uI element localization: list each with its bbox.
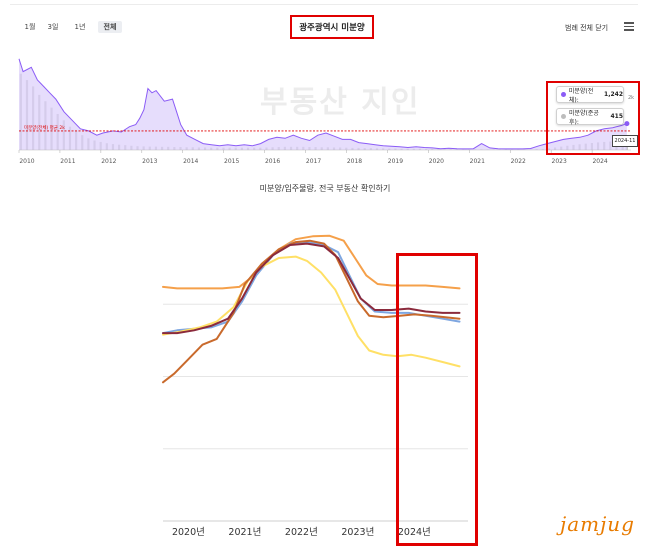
x-tick-label: 2018 <box>347 158 362 165</box>
reference-line-label: 미분양(전체) 평균 2k <box>24 124 65 131</box>
x-tick-label: 2021 <box>470 158 485 165</box>
x-tick-label: 2022년 <box>285 527 318 538</box>
x-tick-label: 2023 <box>552 158 567 165</box>
series-line <box>162 255 461 368</box>
tooltip-date: 2024-11 <box>612 135 638 147</box>
series-line <box>162 242 461 335</box>
total-dot-icon <box>561 92 566 97</box>
series-line <box>162 234 461 290</box>
x-tick-label: 2013 <box>142 158 157 165</box>
chart-title: 광주광역시 미분양 <box>290 15 374 39</box>
menu-icon[interactable] <box>624 22 634 31</box>
tooltip-total-value: 1,242 <box>604 91 623 98</box>
series-line <box>162 239 461 384</box>
current-point-marker <box>624 121 630 127</box>
x-tick-label: 2019 <box>388 158 403 165</box>
x-tick-label: 2023년 <box>341 527 374 538</box>
range-button[interactable]: 3일 <box>47 23 59 31</box>
x-tick-label: 2016 <box>265 158 280 165</box>
x-tick-label: 2012 <box>101 158 116 165</box>
x-tick-label: 2010 <box>19 158 34 165</box>
area-line <box>18 58 628 150</box>
x-tick-label: 2022 <box>511 158 526 165</box>
x-tick-label: 2011 <box>60 158 75 165</box>
watermark: 부동산 지인 <box>260 85 421 120</box>
tooltip-completed: 미분양(준공후): 415 <box>556 108 624 126</box>
x-tick-label: 2020년 <box>172 527 205 538</box>
x-tick-label: 2024 <box>592 158 607 165</box>
signature: jamjug <box>560 512 635 536</box>
range-button[interactable]: 전체 <box>98 21 122 33</box>
x-tick-label: 2024년 <box>398 527 431 538</box>
x-tick-label: 2014 <box>183 158 198 165</box>
x-tick-label: 2020 <box>429 158 444 165</box>
tooltip-highlight-box <box>546 81 640 155</box>
x-tick-label: 2015 <box>224 158 239 165</box>
close-legend-button[interactable]: 범례 전체 닫기 <box>565 24 609 32</box>
unsold-area-chart: 미분양(전체) 평균 2k 2010 2011 2012 2013 2014 2015 201… <box>18 58 631 165</box>
caption-link[interactable]: 미분양/입주물량, 전국 부동산 확인하기 <box>259 184 391 193</box>
series-line <box>162 241 461 335</box>
y-tick-label: 2k <box>628 95 635 101</box>
x-tick-label: 2017 <box>306 158 321 165</box>
completed-dot-icon <box>561 114 566 119</box>
range-button[interactable]: 1년 <box>74 23 86 31</box>
tooltip-completed-label: 미분양(준공후): <box>568 109 599 126</box>
area-fill <box>19 58 627 150</box>
year-2024-highlight-box <box>396 253 478 546</box>
range-button[interactable]: 1월 <box>24 23 36 31</box>
tooltip-total-label: 미분양(전체): <box>568 87 594 104</box>
tooltip-total: 미분양(전체): 1,242 <box>556 86 624 104</box>
tooltip-completed-value: 415 <box>610 113 623 120</box>
x-tick-label: 2021년 <box>228 527 261 538</box>
